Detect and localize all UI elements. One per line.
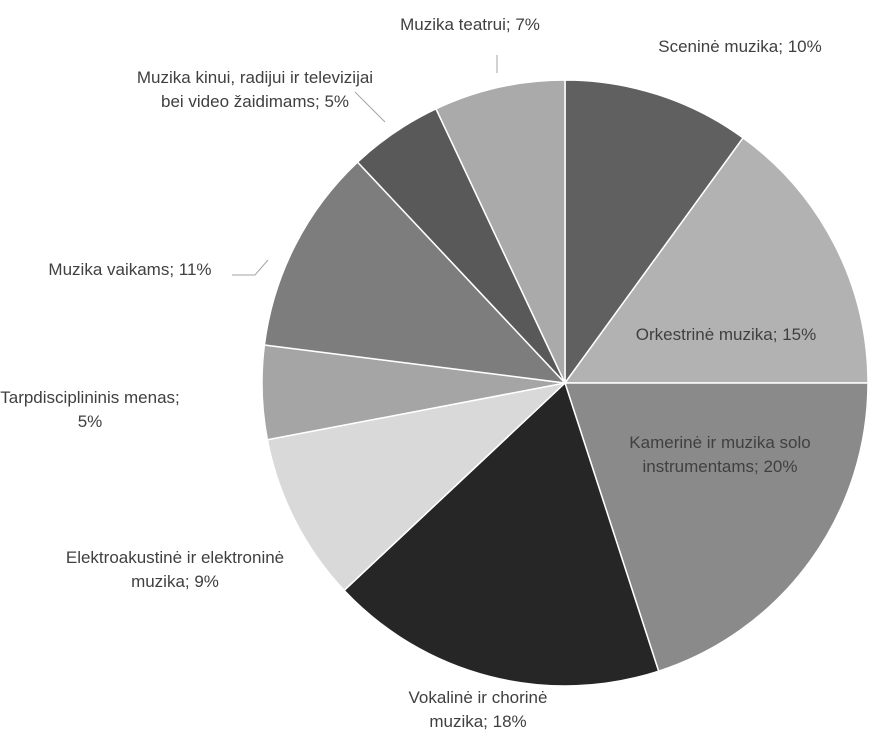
leader-line xyxy=(232,259,269,276)
slice-label: Muzika kinui, radijui ir televizijai bei… xyxy=(136,68,374,111)
slice-label: Vokalinė ir chorinė muzika; 18% xyxy=(408,688,548,731)
pie-slice xyxy=(434,79,566,384)
pie-slice xyxy=(564,79,745,386)
leader-line xyxy=(354,91,386,123)
slice-label: Orkestrinė muzika; 15% xyxy=(635,325,817,344)
slice-label: Kamerinė ir muzika solo instrumentams; 2… xyxy=(629,433,811,476)
slice-label: Tarpdisciplininis menas; 5% xyxy=(0,388,180,431)
slice-label: Sceninė muzika; 10% xyxy=(658,37,822,56)
slice-label: Elektroakustinė ir elektroninė muzika; 9… xyxy=(65,548,285,591)
pie-slice xyxy=(563,382,869,673)
pie-slice xyxy=(266,381,568,592)
pie-slice xyxy=(563,136,869,384)
slice-label: Muzika vaikams; 11% xyxy=(48,260,212,279)
pie-slice xyxy=(343,381,660,687)
pie-slice xyxy=(263,161,567,385)
slice-label: Muzika teatrui; 7% xyxy=(400,15,540,34)
